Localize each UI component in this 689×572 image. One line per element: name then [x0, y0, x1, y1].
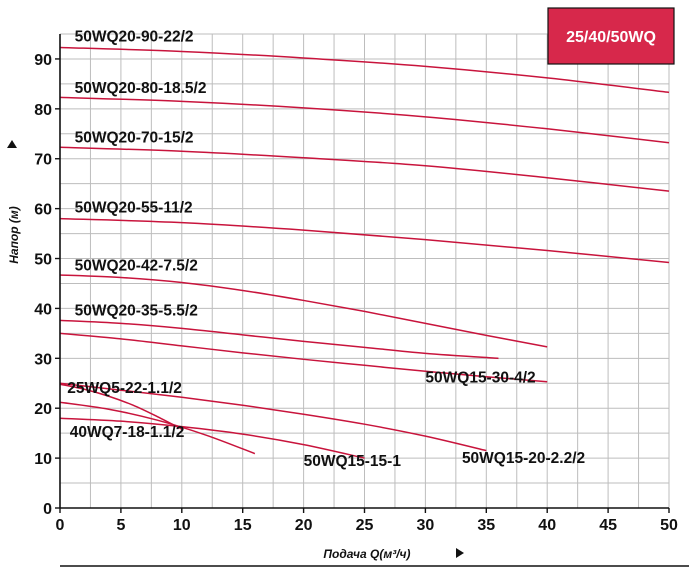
- curve-labels: 50WQ20-90-22/2 50WQ20-80-18.5/2 50WQ20-70-…: [67, 28, 585, 470]
- performance-curves: [59, 46, 670, 459]
- curve-25wq5-22-1-1-2: [59, 383, 183, 430]
- curve-label-40wq7-18-1-1-2: 40WQ7-18-1.1/2: [70, 424, 185, 441]
- y-axis-title: Напор (м): [7, 140, 21, 264]
- curve-label-50wq15-15-1: 50WQ15-15-1: [304, 453, 402, 470]
- curve-50wq20-90-22-2: [59, 46, 670, 94]
- y-tick-label: 70: [34, 152, 52, 169]
- y-tick-label: 60: [34, 202, 52, 219]
- y-axis-label: Напор (м): [7, 206, 21, 264]
- x-tick-label: 35: [477, 517, 495, 534]
- y-tick-label: 0: [43, 501, 52, 518]
- curve-label-50wq20-70-15-2: 50WQ20-70-15/2: [75, 129, 194, 146]
- x-tick-label: 40: [538, 517, 556, 534]
- x-tick-label: 5: [116, 517, 125, 534]
- axes: [59, 34, 689, 567]
- x-axis-arrow-icon: [456, 548, 464, 558]
- curve-label-50wq20-35-5-5-2: 50WQ20-35-5.5/2: [75, 302, 198, 319]
- x-tick-label: 45: [599, 517, 617, 534]
- curve-40wq7-18-1-1-2: [59, 401, 256, 455]
- y-tick-label: 80: [34, 102, 52, 119]
- y-tick-label: 40: [34, 301, 52, 318]
- x-tick-label: 30: [417, 517, 435, 534]
- y-tick-label: 50: [34, 252, 52, 269]
- badge-box: [547, 7, 675, 65]
- x-tick-label: 10: [173, 517, 191, 534]
- curve-label-50wq20-55-11-2: 50WQ20-55-11/2: [75, 200, 193, 217]
- x-tick-label: 0: [56, 517, 65, 534]
- curve-50wq15-15-1: [59, 417, 365, 459]
- y-tick-label: 90: [34, 52, 52, 69]
- y-tick-label: 20: [34, 401, 52, 418]
- curve-50wq20-55-11-2: [59, 217, 670, 264]
- y-tick-label: 30: [34, 351, 52, 368]
- badge-text: 25/40/50WQ: [566, 29, 656, 46]
- tick-labels: 0 5 10 15 20 25 30 35 40 45 50 0 10 20 30 40 50 60 70 80 90: [34, 52, 678, 534]
- curve-label-50wq20-42-7-5-2: 50WQ20-42-7.5/2: [75, 258, 198, 275]
- y-tick-label: 10: [34, 451, 52, 468]
- curve-label-50wq20-80-18-5-2: 50WQ20-80-18.5/2: [75, 80, 207, 97]
- curve-50wq20-35-5-5-2: [59, 319, 499, 360]
- grid: [59, 33, 670, 509]
- curve-50wq15-20-2-2-2: [59, 382, 487, 452]
- curve-label-50wq20-90-22-2: 50WQ20-90-22/2: [75, 28, 194, 45]
- x-tick-label: 25: [356, 517, 374, 534]
- x-tick-label: 20: [295, 517, 313, 534]
- x-tick-label: 15: [234, 517, 252, 534]
- curve-50wq15-30-4-2: [59, 332, 548, 383]
- y-axis-arrow-icon: [7, 140, 17, 148]
- x-axis-title: Подача Q(м³/ч): [323, 547, 464, 561]
- x-axis-label: Подача Q(м³/ч): [323, 547, 410, 561]
- badge: 25/40/50WQ: [547, 7, 675, 65]
- curve-label-50wq15-30-4-2: 50WQ15-30-4/2: [425, 369, 535, 386]
- curve-50wq20-42-7-5-2: [59, 274, 548, 348]
- curve-50wq20-70-15-2: [59, 146, 670, 192]
- curve-50wq20-80-18-5-2: [59, 96, 670, 144]
- curve-label-25wq5-22-1-1-2: 25WQ5-22-1.1/2: [67, 380, 182, 397]
- x-tick-label: 50: [660, 517, 678, 534]
- curve-label-50wq15-20-2-2-2: 50WQ15-20-2.2/2: [462, 450, 585, 467]
